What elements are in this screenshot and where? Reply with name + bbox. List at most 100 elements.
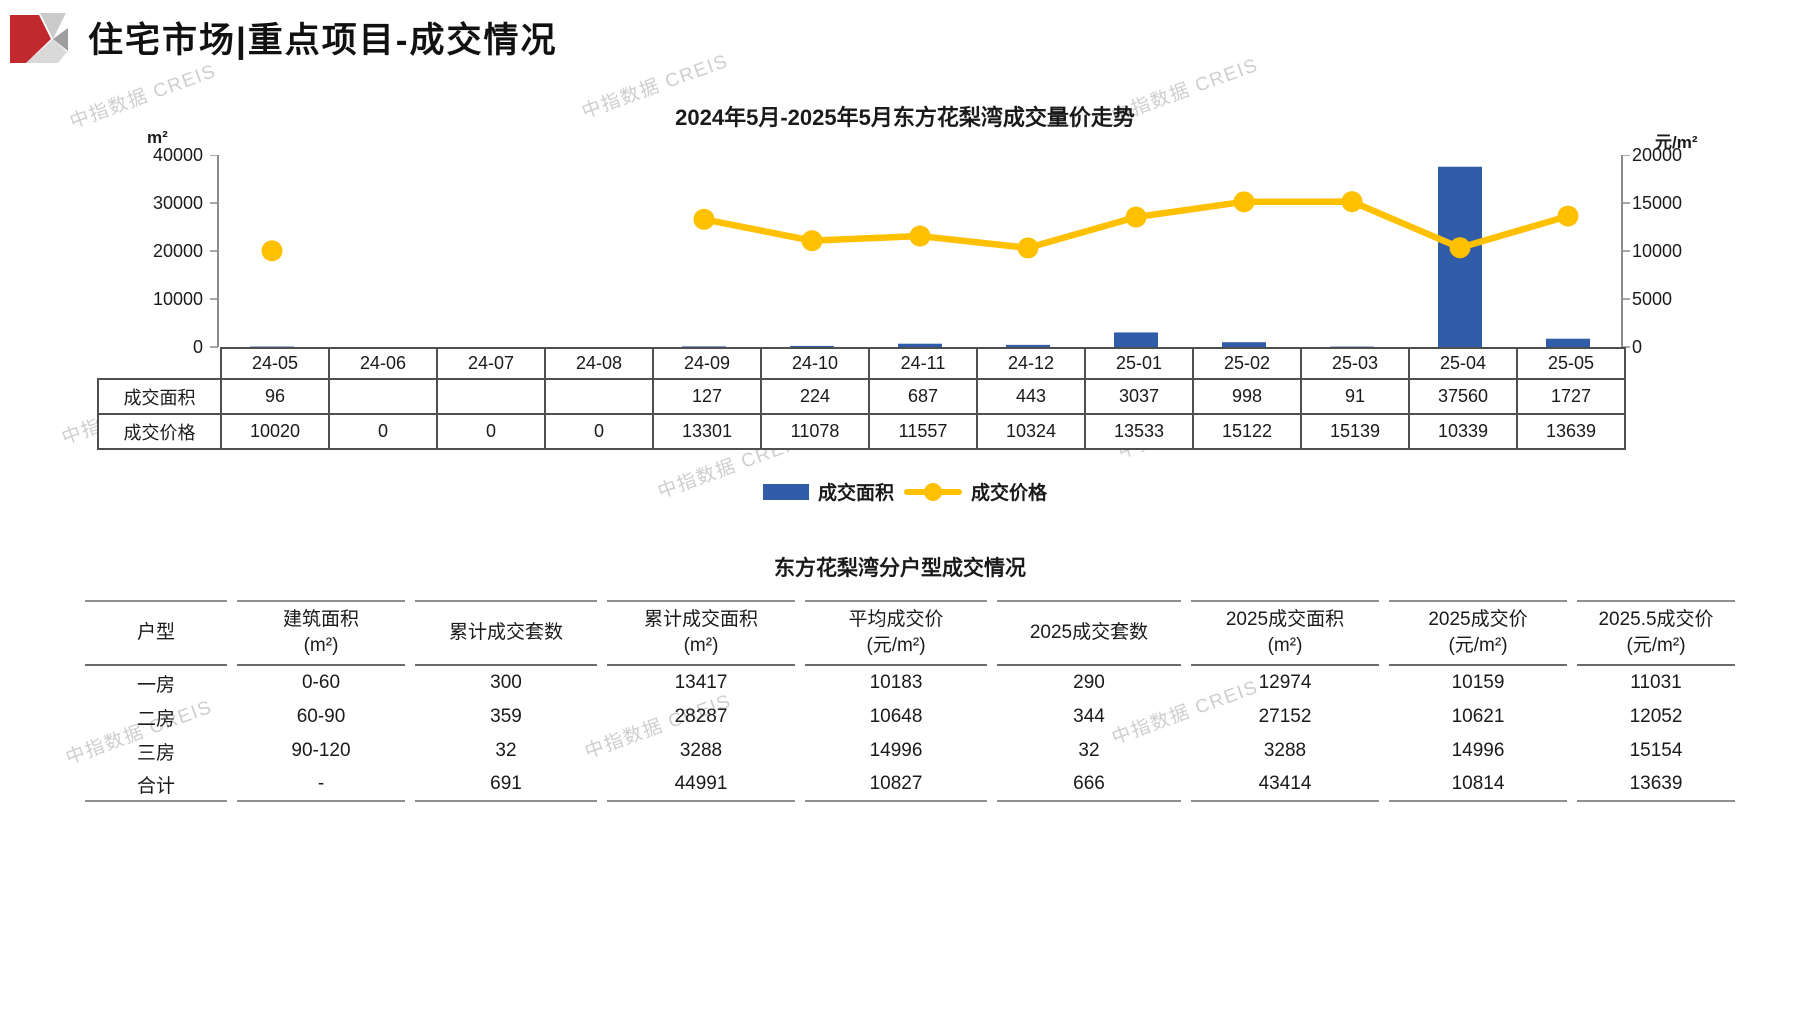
type-table-cell: 12052: [1629, 706, 1683, 728]
bar-24-10: [790, 345, 834, 347]
month-header-25-01: 25-01: [1084, 347, 1194, 380]
month-header-24-05: 24-05: [220, 347, 330, 380]
type-table-cell: 290: [1073, 672, 1105, 694]
price-point-24-12: [1017, 237, 1039, 259]
type-table-cell: 3288: [679, 740, 723, 762]
type-table-cell: 32: [1078, 740, 1100, 762]
type-col-header: 户型: [85, 600, 227, 667]
month-header-24-06: 24-06: [328, 347, 438, 380]
bar-24-11: [898, 343, 942, 347]
cell-成交面积-24-12: 443: [976, 378, 1086, 415]
left-axis-unit: m²: [147, 128, 168, 147]
legend-label: 成交面积: [817, 483, 894, 504]
type-table-cell: 一房: [136, 674, 175, 696]
type-col-header: 2025.5成交价 (元/m²): [1577, 600, 1735, 667]
price-point-25-05: [1557, 205, 1579, 227]
left-tick-label: 10000: [152, 289, 203, 309]
type-col-header: 2025成交套数: [997, 600, 1181, 667]
price-point-24-05: [261, 240, 283, 262]
bar-25-03: [1330, 346, 1374, 348]
type-table-cell: 14996: [1451, 740, 1505, 762]
type-table-section: 东方花梨湾分户型成交情况 户型 建筑面积 (m²) 累计成交套数 累计成交面积 (m²) 平…: [75, 552, 1735, 803]
cell-成交面积-25-01: 3037: [1084, 378, 1194, 415]
type-col-header: 2025成交价 (元/m²): [1389, 600, 1567, 667]
cell-成交价格-25-05: 13639: [1516, 413, 1626, 450]
left-tick-label: 0: [192, 337, 203, 357]
type-table-cell: 44991: [607, 768, 795, 803]
row-label-0: 成交面积: [97, 378, 222, 415]
cell-成交面积-25-04: 37560: [1408, 378, 1518, 415]
month-header-25-04: 25-04: [1408, 347, 1518, 380]
page-title: 住宅市场|重点项目-成交情况: [88, 21, 558, 60]
monthly-table: 24-05 24-06 24-07 24-08 24-09 24-10 24-11 24-12…: [97, 347, 1626, 450]
monthly-data-row: 成交价格 10020 0 0 0 13301 11078 11557 10324 13533 151…: [97, 413, 1626, 450]
month-header-24-09: 24-09: [652, 347, 762, 380]
type-table-cell: 10183: [869, 672, 923, 694]
type-table: 户型 建筑面积 (m²) 累计成交套数 累计成交面积 (m²) 平均成交价 (元/m²) 202…: [75, 600, 1745, 803]
type-table-cell: 二房: [136, 708, 175, 730]
type-table-cell: 11031: [1630, 672, 1682, 694]
cell-成交面积-25-05: 1727: [1516, 378, 1626, 415]
cell-成交价格-24-12: 10324: [976, 413, 1086, 450]
right-axis-unit: 元/m²: [1655, 133, 1698, 152]
cell-成交面积-24-08: [544, 378, 654, 415]
cell-成交面积-24-05: 96: [220, 378, 330, 415]
type-table-cell: 合计: [85, 768, 227, 803]
price-point-25-01: [1125, 206, 1147, 228]
type-table-cell: 三房: [136, 742, 175, 764]
price-point-24-11: [909, 225, 931, 247]
type-table-title: 东方花梨湾分户型成交情况: [774, 557, 1026, 580]
left-tick-label: 40000: [152, 145, 203, 165]
cell-成交面积-24-06: [328, 378, 438, 415]
bar-24-05: [250, 346, 294, 348]
type-table-cell: 344: [1073, 706, 1105, 728]
line-swatch-icon: [904, 482, 962, 502]
type-table-cell: 32: [495, 740, 517, 762]
type-col-header: 累计成交套数: [415, 600, 597, 667]
left-tick-label: 20000: [152, 241, 203, 261]
type-table-cell: 10827: [805, 768, 987, 803]
combo-chart: 2024年5月-2025年5月东方花梨湾成交量价走势 m² 元/m² 40000…: [85, 92, 1725, 517]
cell-成交价格-24-08: 0: [544, 413, 654, 450]
bar-24-12: [1006, 344, 1050, 347]
type-table-cell: 10159: [1451, 672, 1505, 694]
type-table-cell: 0-60: [301, 672, 341, 694]
type-table-cell: 300: [490, 672, 522, 694]
cell-成交价格-24-07: 0: [436, 413, 546, 450]
monthly-data-row: 成交面积 96 127 224 687 443 3037 998 91 37560 1727: [97, 378, 1626, 415]
price-point-25-03: [1341, 191, 1363, 213]
bar-25-05: [1546, 338, 1590, 347]
type-table-cell: 43414: [1191, 768, 1379, 803]
cell-成交价格-24-10: 11078: [760, 413, 870, 450]
type-table-cell: 10648: [869, 706, 923, 728]
axis-corner-stub: [98, 348, 221, 379]
cell-成交价格-24-05: 10020: [220, 413, 330, 450]
cell-成交价格-25-04: 10339: [1408, 413, 1518, 450]
month-header-row: 24-05 24-06 24-07 24-08 24-09 24-10 24-11 24-12…: [98, 347, 1626, 380]
month-header-24-07: 24-07: [436, 347, 546, 380]
cell-成交价格-25-02: 15122: [1192, 413, 1302, 450]
left-tick-label: 30000: [152, 193, 203, 213]
bar-24-09: [682, 346, 726, 347]
type-table-cell: 14996: [869, 740, 923, 762]
chart-legend: 成交面积 成交价格: [85, 478, 1725, 505]
type-table-row: 二房 60-90 359 28287 10648 344 27152 10621 12052: [85, 700, 1735, 734]
cell-成交面积-25-02: 998: [1192, 378, 1302, 415]
type-col-header: 2025成交面积 (m²): [1191, 600, 1379, 667]
cell-成交价格-24-11: 11557: [868, 413, 978, 450]
creis-logo-icon: [10, 12, 68, 63]
month-header-24-12: 24-12: [976, 347, 1086, 380]
type-table-row: 一房 0-60 300 13417 10183 290 12974 10159 11031: [85, 666, 1735, 700]
cell-成交价格-24-09: 13301: [652, 413, 762, 450]
type-table-cell: 27152: [1258, 706, 1312, 728]
type-table-row: 合计 -691 44991 10827 666 43414 10814 13639: [85, 768, 1735, 803]
bar-25-01: [1114, 332, 1158, 347]
cell-成交价格-24-06: 0: [328, 413, 438, 450]
type-col-header: 平均成交价 (元/m²): [805, 600, 987, 667]
month-header-25-02: 25-02: [1192, 347, 1302, 380]
month-header-24-10: 24-10: [760, 347, 870, 380]
cell-成交面积-24-09: 127: [652, 378, 762, 415]
plot-area: [210, 155, 1630, 348]
type-table-cell: 12974: [1258, 672, 1312, 694]
